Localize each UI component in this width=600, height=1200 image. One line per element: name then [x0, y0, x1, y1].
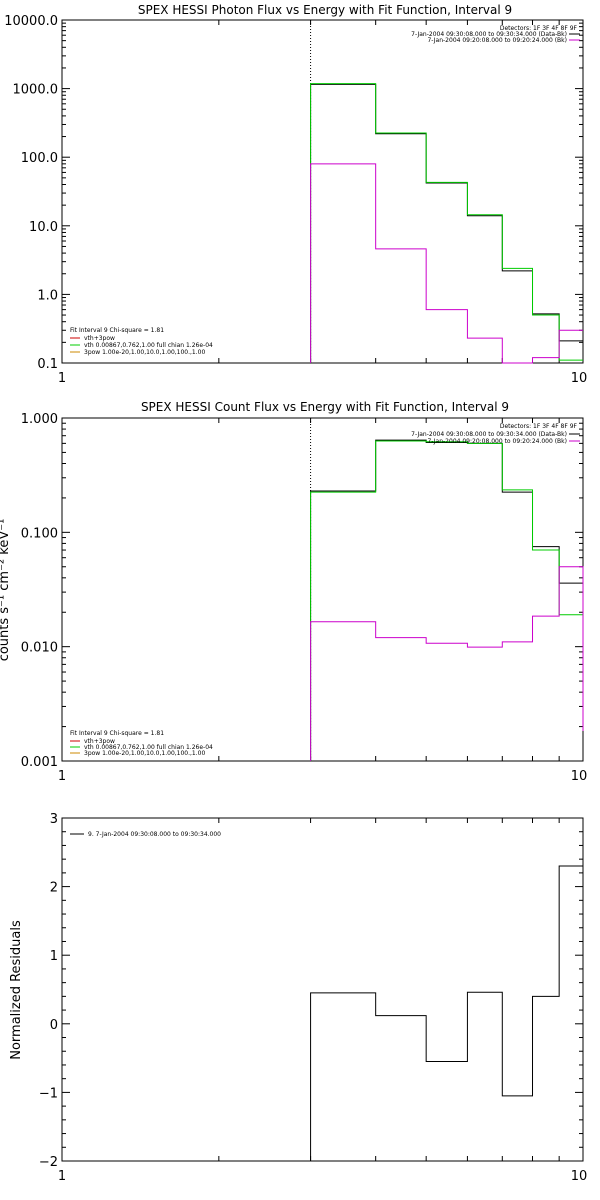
- photon-legend-func: vth+3pow: [84, 335, 115, 342]
- y-tick-label: −2: [39, 1155, 58, 1170]
- x-tick-label: 10: [571, 769, 588, 784]
- residuals-plot-frame: [61, 817, 584, 1162]
- y-tick-label: 0.001: [21, 755, 58, 770]
- count-y-ticks: 0.001 0.010 0.100 1.000: [21, 412, 583, 770]
- count-legend-fit-interval: Fit Interval 9 Chi-square = 1.81: [70, 730, 164, 737]
- residuals-plot-area: [310, 865, 583, 1161]
- count-y-axis-label: counts s⁻¹ cm⁻² keV⁻¹: [0, 519, 12, 662]
- count-legend-bottom: Fit Interval 9 Chi-square = 1.81 vth+3po…: [70, 730, 213, 757]
- photon-legend-detectors: Detectors: 1F 3F 4F 8F 9F: [500, 25, 578, 32]
- y-tick-label: 0: [50, 1018, 58, 1033]
- total_fit-histogram: [310, 440, 583, 761]
- component-histogram: [310, 163, 583, 364]
- x-tick-label: 10: [571, 1169, 588, 1184]
- y-tick-label: 0.010: [21, 641, 58, 656]
- photon-legend-3pow: 3pow 1.00e-20,1.00,10.0,1.00,100.,1.00: [84, 349, 205, 356]
- y-tick-label: 0.100: [21, 526, 58, 541]
- x-tick-label: 1: [58, 371, 66, 386]
- photon-legend-vth: vth 0.00867,0.762,1.00 full chian 1.26e-…: [84, 342, 213, 349]
- photon-legend-data-interval: 7-Jan-2004 09:30:08.000 to 09:30:34.000 …: [411, 31, 567, 38]
- data-histogram: [310, 865, 583, 1161]
- count-panel-title: SPEX HESSI Count Flux vs Energy with Fit…: [141, 400, 509, 414]
- count-flux-panel: SPEX HESSI Count Flux vs Energy with Fit…: [0, 400, 587, 784]
- photon-legend-fit-interval: Fit Interval 9 Chi-square = 1.81: [70, 327, 164, 334]
- photon-y-ticks: 0.1 1.0 10.0 100.0 1000.0 10000.0: [4, 14, 583, 372]
- y-tick-label: 1.000: [21, 412, 58, 427]
- count-legend-vth: vth 0.00867,0.762,1.00 full chian 1.26e-…: [84, 744, 213, 751]
- x-tick-label: 1: [58, 769, 66, 784]
- y-tick-label: 1000.0: [13, 83, 59, 98]
- residuals-x-ticks: 1 10: [58, 818, 587, 1184]
- y-tick-label: 10000.0: [4, 14, 58, 29]
- count-plot-area: [310, 418, 584, 761]
- residuals-y-axis-label: Normalized Residuals: [9, 920, 24, 1060]
- y-tick-label: 0.1: [37, 357, 58, 372]
- y-tick-label: 10.0: [29, 220, 58, 235]
- count-plot-frame: [61, 417, 584, 762]
- residuals-legend-label: 9. 7-Jan-2004 09:30:08.000 to 09:30:34.0…: [88, 831, 221, 838]
- photon-plot-frame: [61, 19, 584, 364]
- x-tick-label: 10: [571, 371, 588, 386]
- photon-panel-title: SPEX HESSI Photon Flux vs Energy with Fi…: [138, 3, 512, 17]
- photon-legend-top: Detectors: 1F 3F 4F 8F 9F 7-Jan-2004 09:…: [411, 25, 580, 44]
- photon-x-ticks: 1 10: [58, 20, 587, 386]
- component-histogram: [310, 566, 584, 761]
- residuals-legend: 9. 7-Jan-2004 09:30:08.000 to 09:30:34.0…: [70, 831, 221, 838]
- y-tick-label: 1.0: [37, 288, 58, 303]
- total_fit-histogram: [310, 83, 583, 363]
- count-legend-top: Detectors: 1F 3F 4F 8F 9F 7-Jan-2004 09:…: [411, 423, 580, 445]
- count-x-ticks: 1 10: [58, 418, 587, 784]
- data-histogram: [310, 439, 583, 761]
- y-tick-label: 2: [50, 881, 58, 896]
- y-tick-label: −1: [39, 1086, 58, 1101]
- photon-legend-bk-interval: 7-Jan-2004 09:20:08.000 to 09:20:24.000 …: [427, 37, 567, 44]
- photon-legend-bottom: Fit Interval 9 Chi-square = 1.81 vth+3po…: [70, 327, 213, 356]
- residuals-panel: Normalized Residuals −2 −1 0 1 2 3 1 10 9. 7-J…: [9, 812, 587, 1184]
- count-legend-data-interval: 7-Jan-2004 09:30:08.000 to 09:30:34.000 …: [411, 431, 567, 438]
- data-histogram: [310, 83, 583, 363]
- photon-flux-panel: SPEX HESSI Photon Flux vs Energy with Fi…: [4, 3, 587, 386]
- residuals-y-ticks: −2 −1 0 1 2 3: [39, 812, 583, 1170]
- x-tick-label: 1: [58, 1169, 66, 1184]
- count-legend-3pow: 3pow 1.00e-20,1.00,10.0,1.00,100.,1.00: [84, 750, 205, 757]
- photon-plot-area: [310, 20, 583, 364]
- y-tick-label: 3: [50, 812, 58, 827]
- count-legend-func: vth+3pow: [84, 738, 115, 745]
- y-tick-label: 100.0: [21, 151, 58, 166]
- count-legend-bk-interval: 7-Jan-2004 09:20:08.000 to 09:20:24.000 …: [427, 438, 567, 445]
- y-tick-label: 1: [50, 949, 58, 964]
- count-legend-detectors: Detectors: 1F 3F 4F 8F 9F: [500, 423, 578, 430]
